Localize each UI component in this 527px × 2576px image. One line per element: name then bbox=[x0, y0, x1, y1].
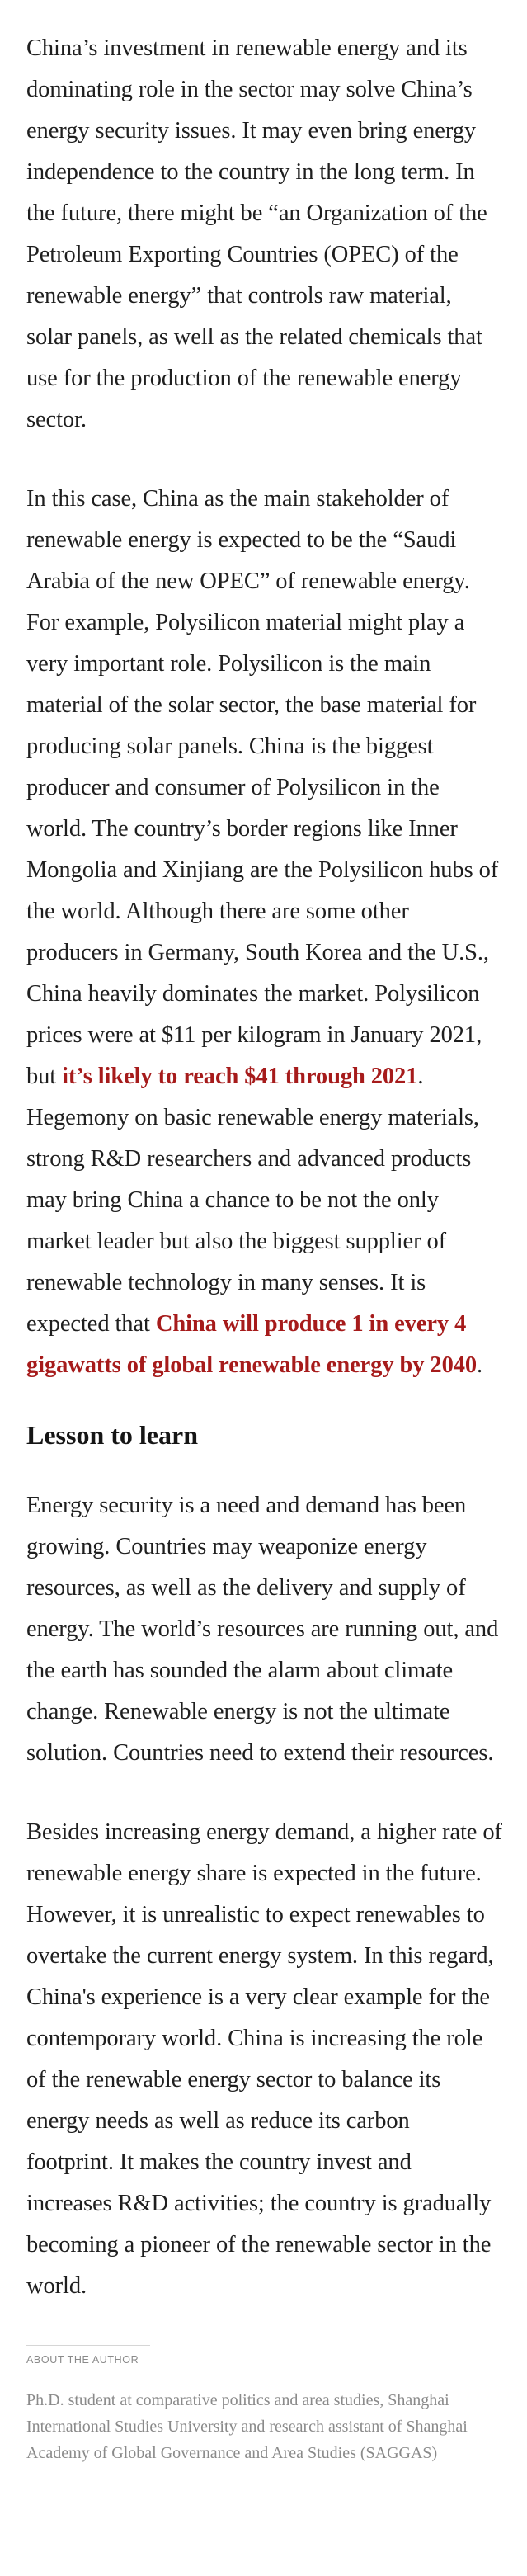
link-polysilicon-price[interactable]: it’s likely to reach $41 through 2021 bbox=[62, 1064, 418, 1089]
paragraph-china-experience: Besides increasing energy demand, a high… bbox=[26, 1819, 502, 2299]
paragraph-polysilicon: In this case, China as the main stakehol… bbox=[26, 479, 502, 1386]
section-heading: Lesson to learn bbox=[26, 1420, 198, 1450]
paragraph-text: . Hegemony on basic renewable energy mat… bbox=[26, 1064, 479, 1337]
article-body: China’s investment in renewable energy a… bbox=[26, 35, 502, 2466]
paragraph-energy-security: Energy security is a need and demand has… bbox=[26, 1493, 499, 1766]
paragraph-energy-independence: China’s investment in renewable energy a… bbox=[26, 35, 487, 432]
author-divider bbox=[26, 2345, 150, 2346]
author-bio: Ph.D. student at comparative politics an… bbox=[26, 2391, 468, 2462]
link-china-gigawatts[interactable]: China will produce 1 in every 4 gigawatt… bbox=[26, 1311, 478, 1378]
author-section: ABOUT THE AUTHOR Ph.D. student at compar… bbox=[26, 2345, 502, 2466]
author-label: ABOUT THE AUTHOR bbox=[26, 2354, 139, 2366]
paragraph-text: . bbox=[477, 1352, 483, 1378]
paragraph-text: In this case, China as the main stakehol… bbox=[26, 486, 499, 1089]
